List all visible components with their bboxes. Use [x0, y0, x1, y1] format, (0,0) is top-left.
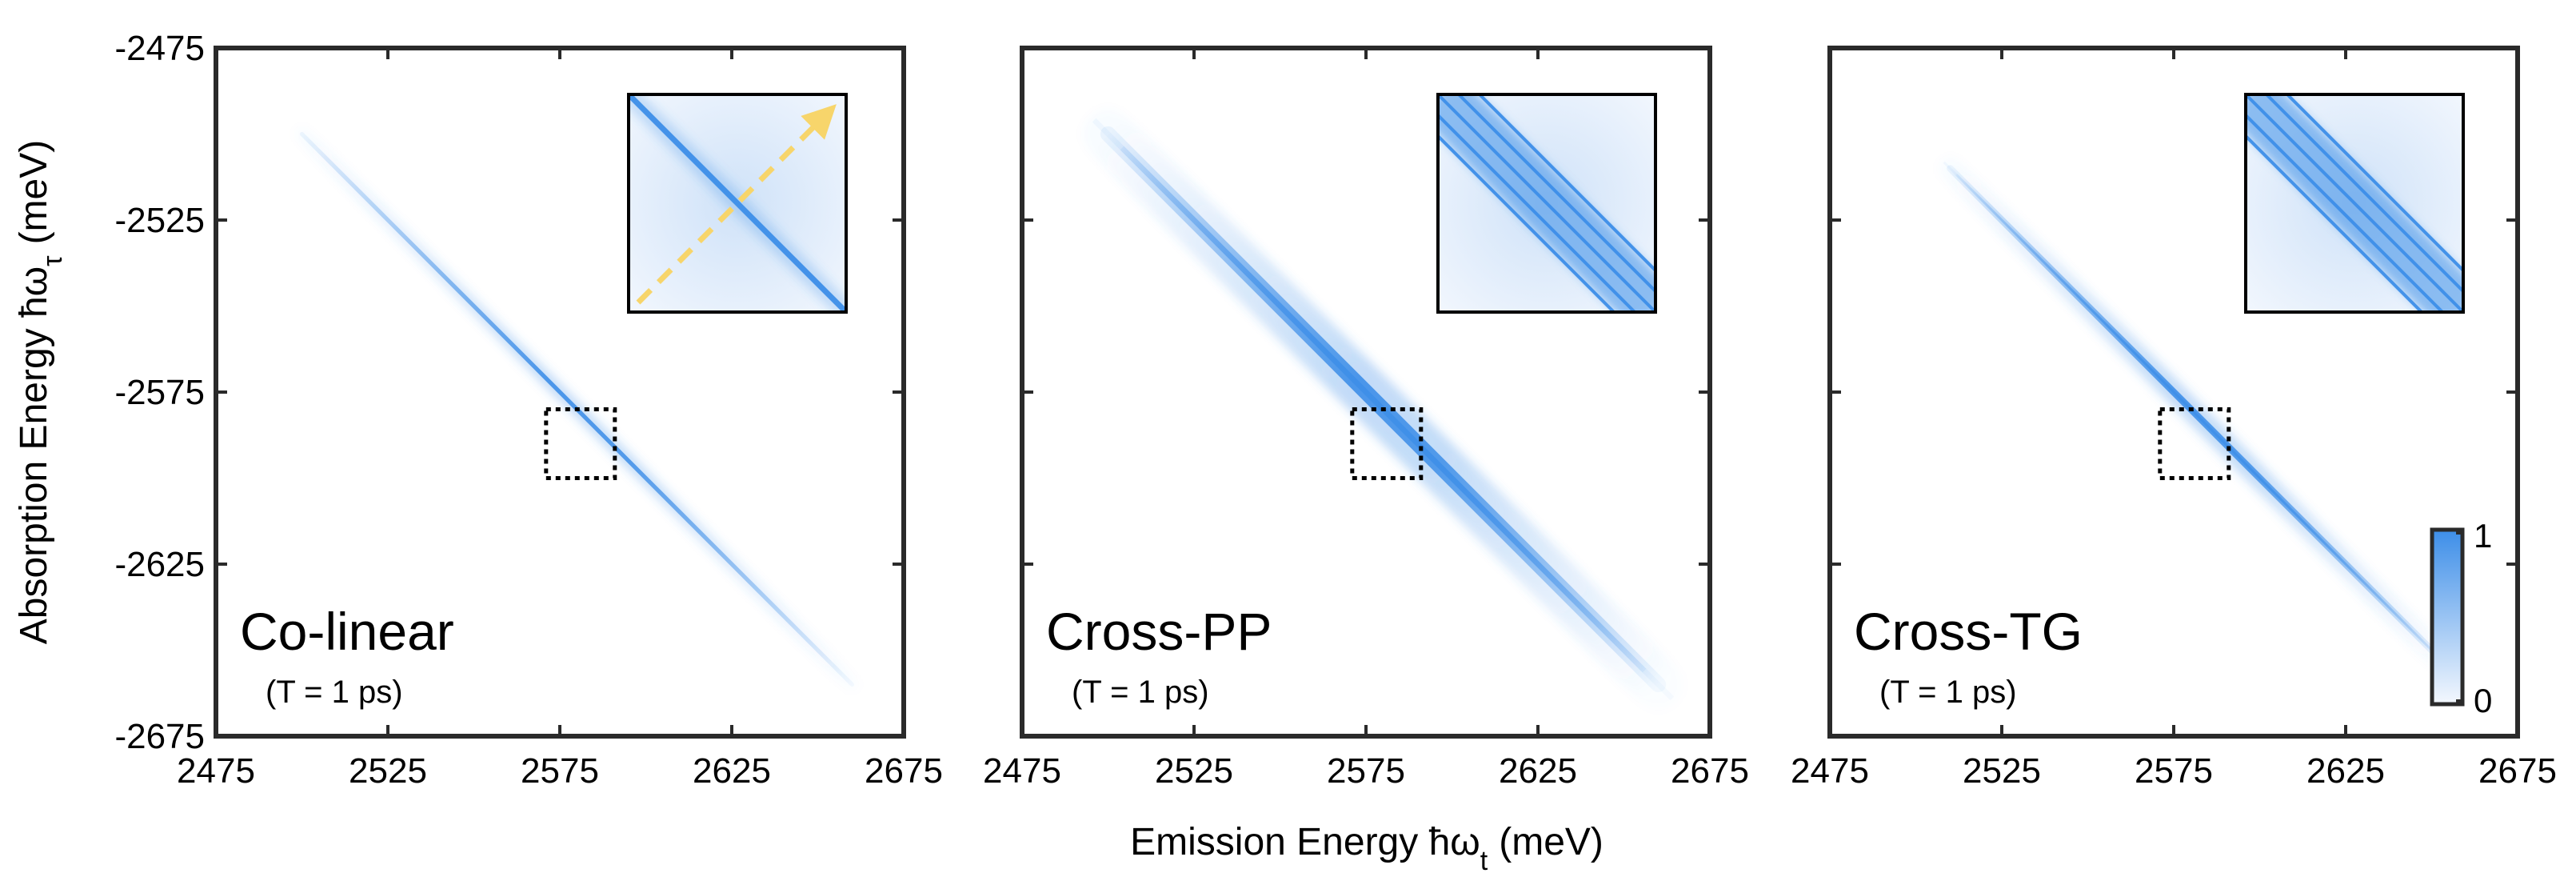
- inset-cross-tg: [2244, 93, 2465, 314]
- y-axis-label: Absorption Energy ħωτ (meV): [13, 140, 68, 645]
- x-tick-label: 2525: [349, 751, 427, 791]
- inset-peak-line: [1438, 134, 1616, 312]
- colorbar-gradient: [2430, 527, 2465, 707]
- inset-peak-line: [1456, 94, 1655, 294]
- ticks-co-linear: [214, 46, 905, 738]
- y-axis-label-subscript: τ: [38, 255, 68, 266]
- panel-cross-pp: Cross-PP (T = 1 ps) 2475 2525 2575 2625 …: [983, 46, 1749, 791]
- x-axis-label-subscript: t: [1480, 846, 1488, 876]
- x-tick-label: 2675: [2478, 751, 2557, 791]
- panel-label-co-linear: Co-linear: [240, 602, 454, 661]
- x-tick-label: 2525: [1963, 751, 2041, 791]
- panel-label-cross-tg: Cross-TG: [1854, 602, 2083, 661]
- panel-label-cross-pp: Cross-PP: [1046, 602, 1272, 661]
- y-tick-label: -2525: [114, 201, 205, 240]
- ticks-cross-pp: [1020, 46, 1711, 738]
- x-tick-label: 2475: [983, 751, 1061, 791]
- diagonal-side-peak: [1120, 146, 1675, 701]
- diagonal-side-peak: [1955, 174, 2456, 675]
- x-tick-label: 2575: [1327, 751, 1405, 791]
- inset-peak-line: [2246, 94, 2463, 312]
- x-tick-label: 2625: [1499, 751, 1577, 791]
- panel-sublabel-cross-pp: (T = 1 ps): [1072, 675, 1209, 710]
- x-tick-label: 2625: [2306, 751, 2385, 791]
- x-tick-label: 2525: [1155, 751, 1233, 791]
- inset-peak-line: [1438, 113, 1637, 312]
- x-tick-label: 2475: [1791, 751, 1869, 791]
- panel-sublabel-cross-tg: (T = 1 ps): [1879, 675, 2017, 710]
- zoom-box-cross-tg: [2158, 407, 2231, 480]
- inset-frame: [2244, 93, 2465, 314]
- x-tick-label: 2675: [865, 751, 943, 791]
- inset-cross-pp: [1436, 93, 1657, 314]
- inset-peak-line: [1438, 94, 1655, 312]
- inset-peak-line: [2246, 113, 2445, 312]
- y-tick-labels: -2475 -2525 -2575 -2625 -2675: [114, 29, 205, 756]
- colorbar-min-label: 0: [2474, 682, 2492, 719]
- inset-peak-line: [2285, 94, 2463, 273]
- x-axis-label: Emission Energy ħωt (meV): [1130, 821, 1604, 876]
- inset-arrow: [636, 104, 837, 305]
- inset-peak-line: [1477, 94, 1655, 273]
- ticks-cross-tg: [1828, 46, 2519, 738]
- y-axis-label-unit: (meV): [13, 140, 55, 245]
- panel-co-linear: Co-linear (T = 1 ps) 2475 2525 2575 2625…: [114, 29, 942, 791]
- x-tick-label: 2475: [177, 751, 255, 791]
- x-axis-label-main: Emission Energy ħω: [1130, 821, 1480, 863]
- x-tick-labels-co-linear: 2475 2525 2575 2625 2675: [177, 751, 943, 791]
- y-tick-label: -2475: [114, 29, 205, 68]
- x-axis-label-unit: (meV): [1499, 821, 1604, 863]
- inset-frame: [1436, 93, 1657, 314]
- x-tick-label: 2575: [2135, 751, 2213, 791]
- inset-frame: [627, 93, 848, 314]
- panel-cross-tg: Cross-TG (T = 1 ps) 2475 2525 2575 2625 …: [1791, 46, 2557, 791]
- inset-co-linear: [627, 93, 848, 314]
- x-tick-label: 2625: [693, 751, 771, 791]
- x-tick-labels-cross-pp: 2475 2525 2575 2625 2675: [983, 751, 1749, 791]
- y-tick-label: -2575: [114, 373, 205, 412]
- zoom-box-cross-pp: [1350, 407, 1424, 480]
- inset-peak-line: [2246, 134, 2424, 312]
- y-tick-label: -2675: [114, 717, 205, 756]
- x-tick-label: 2575: [521, 751, 599, 791]
- colorbar: 1 0: [2430, 517, 2492, 719]
- panel-sublabel-co-linear: (T = 1 ps): [266, 675, 403, 710]
- colorbar-max-label: 1: [2474, 517, 2492, 555]
- y-axis-label-main: Absorption Energy ħω: [13, 266, 55, 644]
- inset-peak-line: [2264, 94, 2463, 294]
- x-tick-label: 2675: [1671, 751, 1749, 791]
- x-tick-labels-cross-tg: 2475 2525 2575 2625 2675: [1791, 751, 2557, 791]
- y-tick-label: -2625: [114, 545, 205, 584]
- zoom-box-co-linear: [544, 407, 617, 480]
- inset-peak-line: [629, 94, 846, 312]
